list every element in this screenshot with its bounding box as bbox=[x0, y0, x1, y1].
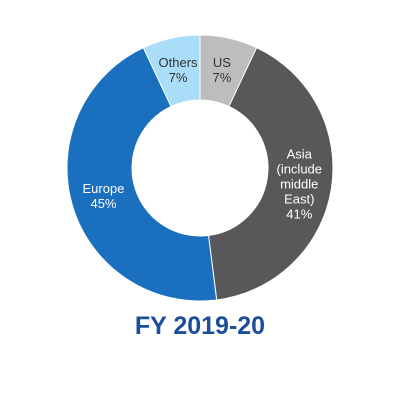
category-label: Others bbox=[158, 54, 198, 70]
value-label: 41% bbox=[286, 206, 313, 222]
value-label: 7% bbox=[168, 69, 188, 85]
donut-segment bbox=[66, 46, 218, 302]
segment-label: US 7% bbox=[186, 55, 258, 85]
category-label: Asia (include middle East) bbox=[276, 146, 323, 207]
donut-segment bbox=[142, 34, 201, 108]
segment-label: Asia (include middle East) 41% bbox=[263, 146, 335, 221]
value-label: 7% bbox=[212, 69, 232, 85]
category-label: US bbox=[212, 54, 231, 70]
segment-label: Others 7% bbox=[142, 55, 214, 85]
donut-segment bbox=[207, 46, 334, 301]
value-label: 45% bbox=[90, 196, 117, 212]
chart-title: FY 2019-20 bbox=[134, 312, 266, 340]
category-label: Europe bbox=[82, 181, 125, 197]
segment-label: Europe 45% bbox=[67, 181, 139, 211]
